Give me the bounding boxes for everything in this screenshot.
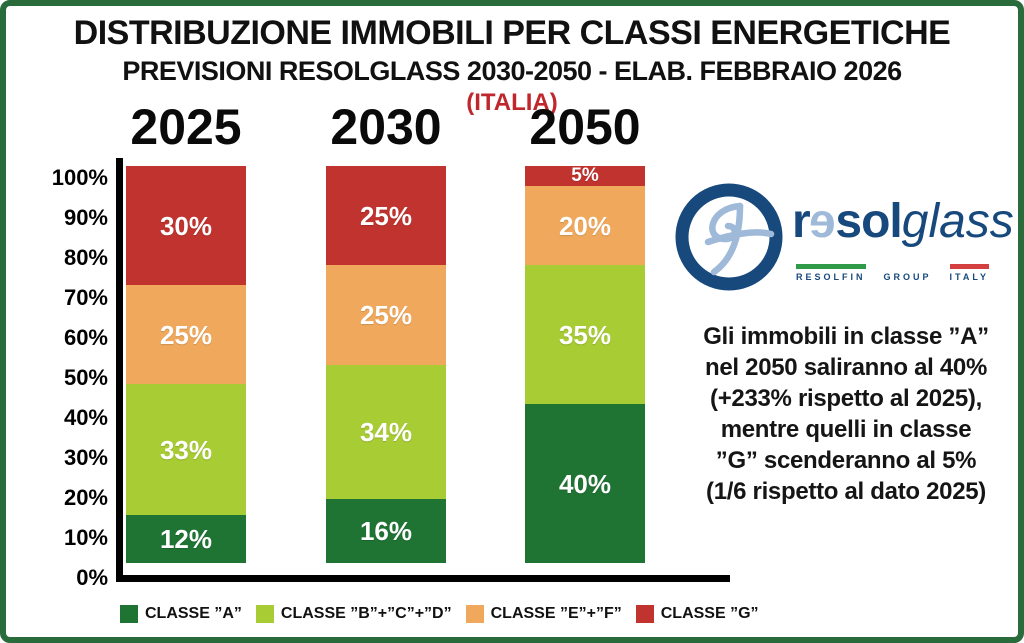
resolglass-logo-icon [675, 183, 783, 291]
brand-letter-r: r [792, 195, 811, 248]
tagline-resolfin-label: RESOLFIN [796, 272, 866, 282]
tagline-group-label: GROUP [883, 272, 932, 282]
flag-red-bar [949, 264, 990, 269]
legend-label: CLASSE ”E”+”F” [490, 605, 622, 622]
legend-label: CLASSE ”A” [145, 605, 242, 622]
bar-segment-value: 5% [571, 165, 599, 187]
flag-green-bar [796, 264, 866, 269]
bar-segment: 40% [525, 404, 645, 563]
bar-segment: 33% [126, 384, 246, 516]
bar-segment: 5% [525, 166, 645, 186]
x-axis-line [116, 575, 730, 582]
brand-tagline: RESOLFIN GROUP ITALY [796, 264, 990, 282]
annotation-text: Gli immobili in classe ”A” nel 2050 sali… [703, 323, 989, 505]
legend-item: CLASSE ”G” [635, 605, 759, 623]
bar-segment: 34% [326, 364, 446, 500]
tagline-group: GROUP [884, 264, 932, 282]
region-label: (ITALIA) [466, 89, 558, 116]
bar-segment: 35% [525, 265, 645, 405]
y-tick-60: 60% [63, 325, 108, 350]
tagline-italy-label: ITALY [949, 272, 990, 282]
bar-segment-value: 16% [359, 516, 413, 547]
y-tick-70: 70% [63, 285, 108, 310]
page-subtitle: PREVISIONI RESOLGLASS 2030-2050 - ELAB. … [122, 56, 902, 86]
bar-segment-value: 25% [359, 299, 413, 330]
year-label-2050: 2050 [529, 99, 641, 155]
y-axis-line [116, 158, 123, 582]
tagline-italy: ITALY [949, 264, 990, 282]
year-label-2030: 2030 [330, 99, 442, 155]
bar-segment-value: 30% [159, 210, 213, 241]
legend-swatch [635, 605, 654, 623]
year-label-2025: 2025 [130, 99, 242, 155]
y-tick-50: 50% [63, 365, 108, 390]
bar-segment-value: 33% [159, 434, 213, 465]
tagline-resolfin: RESOLFIN [796, 264, 866, 282]
bar-2030: 2030 16% 34% 25% 25% [326, 99, 446, 563]
legend-label: CLASSE ”B”+”C”+”D” [280, 605, 452, 622]
page-title: DISTRIBUZIONE IMMOBILI PER CLASSI ENERGE… [73, 14, 951, 52]
bar-2050: 2050 40% 35% 20% 5% [525, 99, 645, 563]
brand-wordmark: resolglass [792, 194, 1014, 249]
bar-segment: 30% [126, 166, 246, 286]
brand-reversed-e: e [809, 195, 836, 248]
y-tick-90: 90% [63, 205, 108, 230]
bar-2025: 2025 12% 33% 25% 30% [126, 99, 246, 563]
legend-item: CLASSE ”A” [120, 605, 242, 623]
legend-item: CLASSE ”B”+”C”+”D” [255, 605, 452, 623]
brand-glass: glass [901, 195, 1014, 248]
y-tick-20: 20% [63, 485, 108, 510]
bar-segment-value: 40% [558, 468, 612, 499]
bar-segment: 16% [326, 499, 446, 563]
bar-segment-value: 35% [558, 319, 612, 350]
bar-segment: 20% [525, 185, 645, 266]
y-tick-0: 0% [76, 565, 108, 590]
legend-label: CLASSE ”G” [660, 605, 759, 622]
bar-segment-value: 25% [359, 200, 413, 231]
header: DISTRIBUZIONE IMMOBILI PER CLASSI ENERGE… [6, 14, 1018, 117]
flag-white-bar [884, 264, 932, 269]
y-tick-10: 10% [63, 525, 108, 550]
bar-segment-value: 12% [159, 524, 213, 555]
brand-sol: sol [835, 195, 902, 248]
legend-item: CLASSE ”E”+”F” [465, 605, 622, 623]
legend-swatch [255, 605, 274, 623]
bar-segment: 25% [326, 265, 446, 365]
legend-swatch [120, 605, 138, 623]
y-tick-80: 80% [63, 245, 108, 270]
bar-segment: 25% [326, 166, 446, 266]
y-tick-100: 100% [51, 165, 108, 190]
bar-segment-value: 20% [558, 210, 612, 241]
y-tick-40: 40% [63, 405, 108, 430]
y-tick-30: 30% [63, 445, 108, 470]
bar-segment: 25% [126, 285, 246, 385]
bar-segment-value: 25% [159, 319, 213, 350]
bar-segment-value: 34% [359, 417, 413, 447]
legend-swatch [465, 605, 484, 623]
resolglass-logo: resolglass RESOLFIN GROUP ITALY [670, 180, 1018, 302]
bar-segment: 12% [126, 515, 246, 563]
legend: CLASSE ”A” CLASSE ”B”+”C”+”D” CLASSE ”E”+”… [120, 605, 759, 623]
